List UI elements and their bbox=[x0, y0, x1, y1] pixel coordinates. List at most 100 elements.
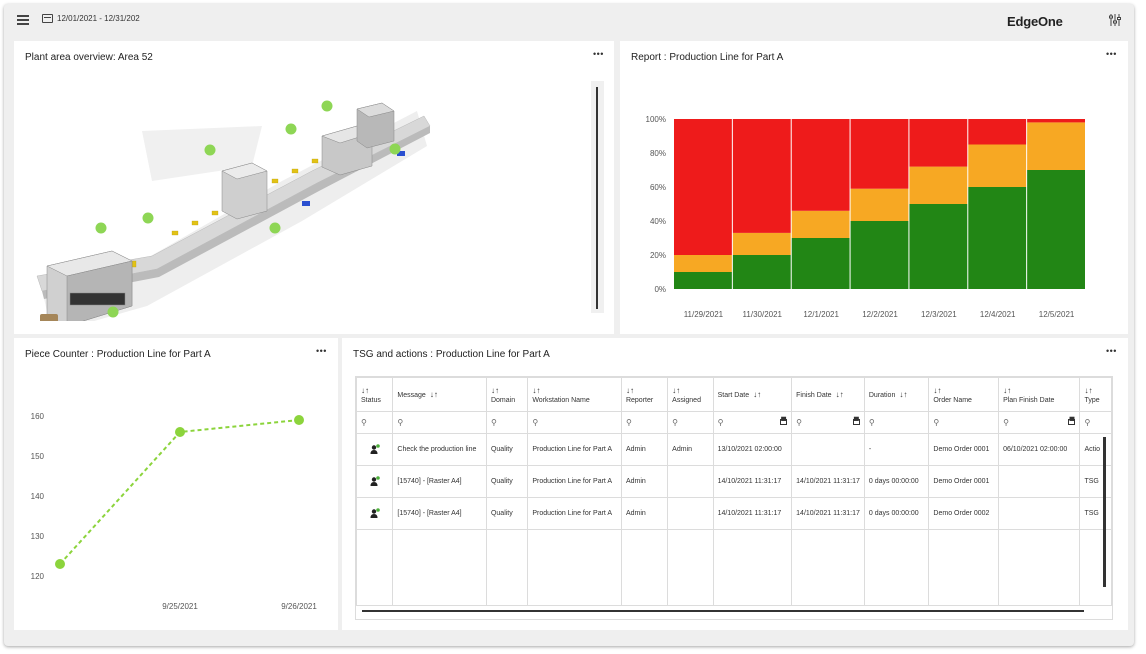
column-header[interactable]: Finish Date ↓↑ bbox=[791, 377, 865, 412]
column-filter-input[interactable]: ⚲ ▀ bbox=[998, 411, 1081, 434]
data-point[interactable] bbox=[175, 427, 185, 437]
bar-segment[interactable] bbox=[674, 272, 732, 289]
sort-icon[interactable]: ↓↑ bbox=[672, 385, 681, 395]
search-icon: ⚲ bbox=[490, 418, 497, 427]
y-tick-label: 160 bbox=[31, 412, 45, 421]
column-filter-input[interactable]: ⚲ bbox=[527, 411, 622, 434]
sensor-marker[interactable] bbox=[142, 212, 154, 224]
column-header[interactable]: ↓↑ Type bbox=[1079, 377, 1112, 412]
column-filter-input[interactable]: ⚲ bbox=[667, 411, 714, 434]
column-header[interactable]: Message ↓↑ bbox=[392, 377, 487, 412]
table-cell bbox=[667, 465, 714, 498]
sort-icon[interactable]: ↓↑ bbox=[933, 385, 942, 395]
y-tick-label: 40% bbox=[650, 217, 666, 226]
bar-segment[interactable] bbox=[732, 255, 791, 289]
column-filter-input[interactable]: ⚲ bbox=[863, 411, 930, 434]
table-row[interactable]: [15740] - [Raster A4] Quality Production L… bbox=[356, 497, 1112, 530]
bar-segment[interactable] bbox=[732, 232, 791, 255]
bar-segment[interactable] bbox=[909, 119, 968, 167]
sensor-marker[interactable] bbox=[204, 144, 216, 156]
column-filter-input[interactable]: ⚲ ▀ bbox=[791, 411, 865, 434]
sensor-marker-layer bbox=[95, 100, 401, 318]
data-point[interactable] bbox=[55, 559, 65, 569]
scrollbar-thumb[interactable] bbox=[596, 87, 598, 309]
calendar-icon[interactable]: ▀ bbox=[852, 418, 860, 425]
sort-icon[interactable]: ↓↑ bbox=[361, 385, 369, 395]
bar-segment[interactable] bbox=[968, 144, 1027, 188]
sliders-settings-icon[interactable] bbox=[1108, 13, 1122, 27]
sort-icon[interactable]: ↓↑ bbox=[899, 390, 908, 399]
column-header[interactable]: ↓↑ Plan Finish Date bbox=[998, 377, 1081, 412]
more-options-icon[interactable]: ••• bbox=[1106, 346, 1117, 356]
column-filter-input[interactable]: ⚲ bbox=[1079, 411, 1112, 434]
bar-segment[interactable] bbox=[909, 204, 968, 289]
bar-segment[interactable] bbox=[791, 210, 850, 238]
y-tick-label: 60% bbox=[650, 183, 666, 192]
calendar-icon[interactable]: ▀ bbox=[1068, 418, 1076, 425]
table-cell: Admin bbox=[620, 497, 669, 530]
tsg-table-container: ↓↑ Status Message ↓↑ ↓↑ Domain ↓↑ Workstation N… bbox=[355, 376, 1113, 620]
column-header[interactable]: Start Date ↓↑ bbox=[712, 377, 793, 412]
table-vertical-scrollbar[interactable] bbox=[1103, 437, 1106, 587]
column-header[interactable]: ↓↑ Workstation Name bbox=[527, 377, 622, 412]
bar-segment[interactable] bbox=[850, 119, 909, 189]
column-filter-input[interactable]: ⚲ bbox=[485, 411, 529, 434]
column-header[interactable]: ↓↑ Status bbox=[356, 377, 394, 412]
empty-cell bbox=[791, 529, 865, 606]
user-status-icon bbox=[370, 443, 380, 454]
column-filter-input[interactable]: ⚲ ▀ bbox=[712, 411, 793, 434]
bar-segment[interactable] bbox=[850, 188, 909, 221]
sensor-marker[interactable] bbox=[269, 222, 281, 234]
sort-icon[interactable]: ↓↑ bbox=[1084, 385, 1093, 395]
sensor-marker[interactable] bbox=[107, 306, 119, 318]
date-range-text: 12/01/2021 - 12/31/202 bbox=[57, 14, 140, 23]
calendar-icon[interactable]: ▀ bbox=[780, 418, 788, 425]
bar-segment[interactable] bbox=[1027, 122, 1085, 170]
table-horizontal-scrollbar[interactable] bbox=[362, 610, 1084, 612]
sensor-marker[interactable] bbox=[95, 222, 107, 234]
column-header[interactable]: ↓↑ Reporter bbox=[620, 377, 669, 412]
column-filter-input[interactable]: ⚲ bbox=[356, 411, 394, 434]
scrollbar-track[interactable] bbox=[591, 81, 604, 313]
table-row[interactable]: Check the production line Quality Producti… bbox=[356, 433, 1112, 466]
sort-icon[interactable]: ↓↑ bbox=[532, 385, 541, 395]
sensor-marker[interactable] bbox=[321, 100, 333, 112]
bar-segment[interactable] bbox=[1027, 170, 1085, 289]
table-row[interactable]: [15740] - [Raster A4] Quality Production L… bbox=[356, 465, 1112, 498]
column-header[interactable]: ↓↑ Assigned bbox=[667, 377, 714, 412]
sensor-marker[interactable] bbox=[285, 123, 297, 135]
bar-segment[interactable] bbox=[791, 238, 850, 289]
bar-segment[interactable] bbox=[1027, 119, 1085, 123]
sort-icon[interactable]: ↓↑ bbox=[1003, 385, 1012, 395]
column-header[interactable]: Duration ↓↑ bbox=[863, 377, 930, 412]
sort-icon[interactable]: ↓↑ bbox=[753, 390, 762, 399]
bar-segment[interactable] bbox=[674, 255, 732, 272]
sensor-marker[interactable] bbox=[389, 143, 401, 155]
search-icon: ⚲ bbox=[796, 418, 803, 427]
bar-segment[interactable] bbox=[791, 119, 850, 211]
column-filter-input[interactable]: ⚲ bbox=[392, 411, 487, 434]
more-options-icon[interactable]: ••• bbox=[316, 346, 327, 356]
sort-icon[interactable]: ↓↑ bbox=[490, 385, 499, 395]
column-filter-input[interactable]: ⚲ bbox=[928, 411, 1000, 434]
sort-icon[interactable]: ↓↑ bbox=[429, 390, 438, 399]
bar-segment[interactable] bbox=[909, 166, 968, 204]
more-options-icon[interactable]: ••• bbox=[593, 49, 604, 59]
bar-segment[interactable] bbox=[674, 119, 732, 255]
empty-cell bbox=[863, 529, 930, 606]
bar-segment[interactable] bbox=[968, 119, 1027, 145]
hamburger-menu-icon[interactable] bbox=[17, 14, 31, 26]
sort-icon[interactable]: ↓↑ bbox=[625, 385, 634, 395]
sort-icon[interactable]: ↓↑ bbox=[835, 390, 844, 399]
data-point[interactable] bbox=[294, 415, 304, 425]
bar-segment[interactable] bbox=[968, 187, 1027, 289]
more-options-icon[interactable]: ••• bbox=[1106, 49, 1117, 59]
column-filter-input[interactable]: ⚲ bbox=[620, 411, 669, 434]
table-cell: Actio bbox=[1079, 433, 1112, 466]
column-header[interactable]: ↓↑ Order Name bbox=[928, 377, 1000, 412]
bar-segment[interactable] bbox=[850, 221, 909, 289]
bar-segment[interactable] bbox=[732, 119, 791, 233]
column-header-label: Domain bbox=[490, 396, 516, 404]
date-range-picker[interactable]: 12/01/2021 - 12/31/202 bbox=[42, 14, 140, 23]
column-header[interactable]: ↓↑ Domain bbox=[485, 377, 529, 412]
